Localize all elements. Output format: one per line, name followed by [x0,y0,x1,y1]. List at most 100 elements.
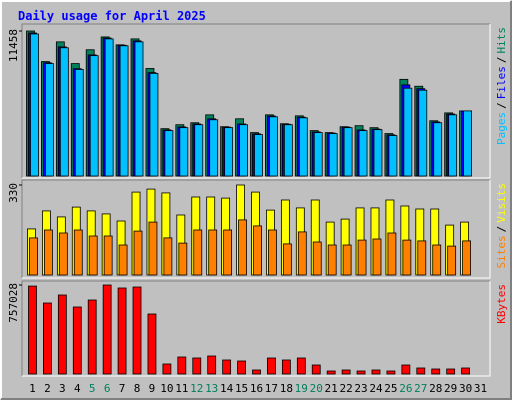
legend-entry: Files [495,66,508,99]
bar [163,237,173,276]
bar [269,116,278,177]
bar [29,237,38,276]
legend-entry: Sites [495,235,508,268]
bar [252,369,261,375]
bar [132,286,142,375]
bar [88,235,98,276]
bar [72,306,82,375]
x-tick-label: 13 [205,382,218,395]
bar [312,241,322,276]
bar [356,370,366,375]
bar [209,119,219,177]
bar [89,55,99,177]
x-tick-label: 2 [44,382,51,395]
bar [149,73,159,177]
legend: Pages / Files / Hits [495,27,508,145]
bar [328,133,338,177]
bar [432,244,442,276]
x-tick-label: 29 [444,382,457,395]
bar [104,38,114,177]
legend-entry: Hits [495,27,508,54]
legend: Sites / Visits [495,183,508,269]
legend: KBytes [495,284,508,324]
y-tick-label: 757028 [7,283,20,323]
x-tick-label: 4 [74,382,81,395]
bar [417,240,427,276]
bar [103,235,113,276]
bar [58,232,68,276]
panel-edge-dark [21,179,490,278]
bar [119,45,129,177]
x-tick-label: 27 [414,382,427,395]
bar [268,229,277,276]
x-tick-label: 20 [310,382,323,395]
bar [402,239,412,276]
bar [371,369,381,375]
bar [447,245,457,276]
bar [237,360,246,375]
bar [282,243,292,276]
bar [118,244,128,276]
bar [28,285,37,375]
chart-title: Daily usage for April 2025 [18,9,206,23]
bar [133,230,143,276]
bar [148,221,158,276]
bar [87,299,97,375]
bar [401,364,411,375]
bar [431,368,441,375]
x-tick-label: 3 [59,382,66,395]
legend-separator: / [495,102,508,109]
bar [343,127,353,177]
bar [224,127,234,177]
bar [254,134,263,177]
bar [239,124,248,177]
bar [313,132,323,177]
bar [193,229,203,276]
x-tick-label: 25 [384,382,397,395]
x-tick-label: 11 [175,382,188,395]
bar [387,232,397,276]
x-tick-label: 15 [235,382,248,395]
bar [222,359,232,375]
legend-separator: / [495,226,508,233]
bar [296,357,306,375]
x-tick-label: 23 [354,382,367,395]
bar [74,69,84,177]
bar [178,242,188,276]
x-tick-label: 1 [29,382,36,395]
legend-entry: Visits [495,183,508,223]
x-tick-label: 24 [369,382,383,395]
x-tick-label: 31 [474,382,487,395]
bar [179,127,189,177]
bar [208,229,218,276]
bar [45,63,54,177]
bar [297,231,307,276]
bar [446,368,456,375]
bar [57,294,67,375]
bar [117,287,127,375]
x-tick-label: 5 [89,382,96,395]
panel-edge-dark [21,23,490,178]
bar [177,356,187,375]
bar [418,89,428,177]
x-tick-label: 18 [280,382,293,395]
x-tick-label: 6 [104,382,111,395]
y-tick-label: 330 [7,183,20,203]
panel-edge-light [22,24,491,179]
panel-edge-light [22,281,491,377]
bar [73,229,83,276]
x-tick-label: 9 [149,382,156,395]
bar [461,367,470,375]
bar [462,240,471,276]
bar [386,370,396,375]
x-tick-label: 17 [265,382,278,395]
bar [298,117,308,177]
bar [207,355,217,375]
bar [448,114,458,177]
y-tick-label: 11458 [7,29,20,62]
bar [357,239,367,276]
x-tick-label: 26 [399,382,412,395]
